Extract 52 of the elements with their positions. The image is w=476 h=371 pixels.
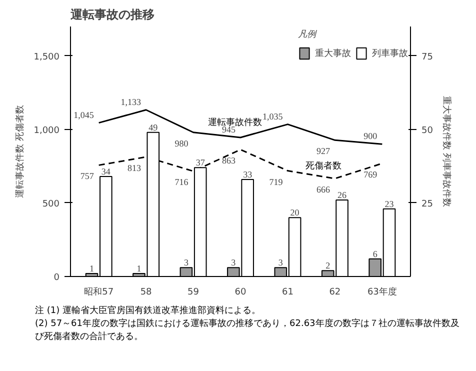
x-tick-label: 昭和57 (84, 286, 114, 298)
data-label: 26 (338, 190, 348, 200)
text: (2) 57～61年度の数字は国鉄における運転事故の推移であり，62.63年度の数字は７社の運転事故件数及び死傷者数の合計である。 (35, 318, 460, 344)
data-label: 716 (174, 177, 189, 188)
data-label: 3 (184, 258, 189, 268)
data-label: 6 (372, 248, 378, 259)
data-label: 863 (222, 156, 236, 166)
data-label: 1,045 (74, 110, 94, 120)
y-tick-label: 1,500 (34, 52, 60, 62)
data-label: 1 (136, 264, 142, 274)
y-tick-label: 500 (42, 199, 60, 210)
legend-label: 列車事故 (372, 48, 408, 60)
chart-title: 運転事故の推移 (70, 8, 154, 22)
series-label: 運転事故件数 (208, 116, 262, 127)
data-label: 3 (231, 258, 236, 268)
data-label: 813 (128, 162, 142, 173)
legend-title: 凡例 (298, 28, 318, 41)
data-label: 1 (90, 264, 94, 274)
y-axis-title: 運転事故件数 死傷者数 (14, 105, 26, 198)
data-label: 3 (278, 258, 284, 268)
y2-axis-title: 重大事故件数 列車事故件数 (440, 96, 452, 207)
data-label: 37 (196, 158, 206, 168)
data-label: 1,035 (262, 111, 284, 122)
y2-tick-label: 25 (422, 199, 433, 210)
text: 注 (1) 運輸省大臣官房国有鉄道改革推進部資料による。 (35, 305, 262, 318)
x-tick-label: 61 (282, 288, 294, 298)
data-label: 666 (316, 184, 330, 195)
data-label: 719 (269, 176, 284, 187)
y-tick-label: 1,000 (34, 126, 60, 136)
line-series (98, 109, 383, 145)
x-tick-label: 59 (188, 288, 200, 298)
x-tick-label: 60 (234, 288, 246, 298)
y2-tick-label: 75 (422, 52, 433, 62)
data-label: 23 (384, 198, 394, 209)
data-label: 927 (316, 146, 330, 156)
legend-label: 重大事故 (315, 48, 351, 60)
data-label: 33 (243, 169, 253, 180)
data-label: 769 (364, 169, 378, 180)
x-tick-label: 62 (329, 288, 341, 298)
data-label: 34 (101, 166, 111, 176)
data-label: 20 (290, 208, 300, 218)
data-label: 49 (148, 122, 158, 132)
series-label: 死傷者数 (305, 160, 342, 171)
y-tick-label: 0 (54, 273, 60, 283)
data-label: 757 (80, 171, 94, 182)
data-label: 980 (174, 138, 189, 148)
y2-tick-label: 50 (422, 126, 434, 136)
data-label: 900 (364, 131, 378, 142)
data-label: 1,133 (120, 96, 142, 107)
data-label: 2 (326, 260, 330, 271)
x-tick-label: 58 (140, 288, 152, 298)
x-tick-label: 63年度 (367, 286, 397, 298)
